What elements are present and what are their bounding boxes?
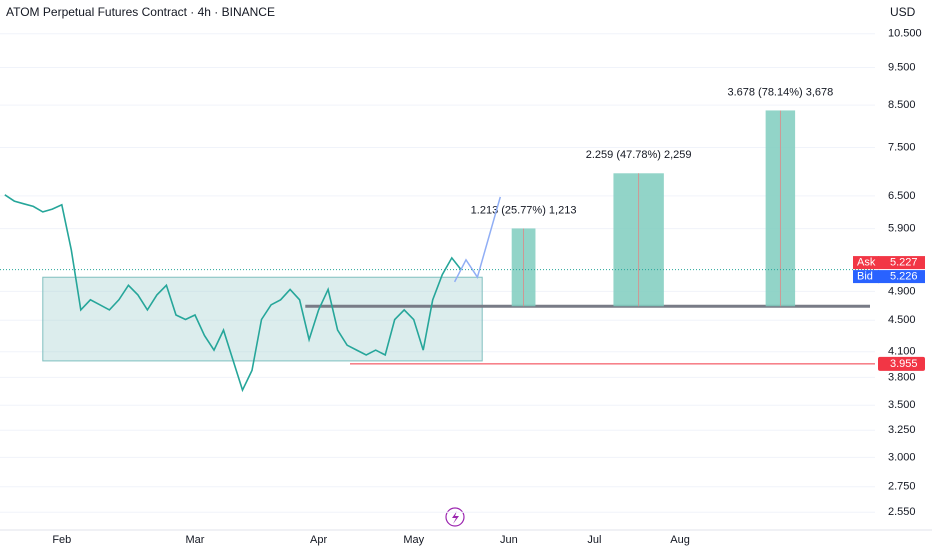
y-tick-label: 4.900 <box>888 285 916 297</box>
y-tick-label: 3.000 <box>888 451 916 463</box>
y-tick-label: 4.500 <box>888 314 916 326</box>
y-tick-label: 9.500 <box>888 61 916 73</box>
y-tick-label: 3.500 <box>888 399 916 411</box>
y-tick-label: 7.500 <box>888 141 916 153</box>
chart-title: ATOM Perpetual Futures Contract · 4h · B… <box>6 5 275 19</box>
projection-label: 2.259 (47.78%) 2,259 <box>586 149 692 161</box>
x-tick-label: May <box>403 534 424 546</box>
ask-value: 5.227 <box>890 256 918 268</box>
bid-tag: Bid <box>857 270 873 282</box>
event-bolt <box>452 511 459 524</box>
x-tick-label: Jul <box>587 534 601 546</box>
stop-label: 3.955 <box>890 358 918 370</box>
y-tick-label: 3.250 <box>888 424 916 436</box>
projection-label: 3.678 (78.14%) 3,678 <box>727 86 833 98</box>
projection-label: 1.213 (25.77%) 1,213 <box>471 204 577 216</box>
ask-tag: Ask <box>857 256 876 268</box>
x-tick-label: Jun <box>500 534 518 546</box>
y-tick-label: 10.500 <box>888 28 922 40</box>
bid-value: 5.226 <box>890 270 918 282</box>
x-tick-label: Feb <box>52 534 71 546</box>
x-tick-label: Mar <box>185 534 204 546</box>
y-tick-label: 2.550 <box>888 506 916 518</box>
price-line <box>4 194 462 393</box>
ask-value-box <box>878 256 925 270</box>
ask-tag-box <box>853 256 879 270</box>
forecast-path <box>453 196 502 283</box>
y-tick-label: 4.100 <box>888 346 916 358</box>
stop-label-box <box>878 356 925 371</box>
y-tick-label: 6.500 <box>888 190 916 202</box>
currency: USD <box>890 5 916 19</box>
y-tick-label: 2.750 <box>888 481 916 493</box>
bid-tag-box <box>853 270 879 284</box>
bid-value-box <box>878 270 925 284</box>
y-tick-label: 3.800 <box>888 371 916 383</box>
x-tick-label: Apr <box>310 534 327 546</box>
y-tick-label: 8.500 <box>888 99 916 111</box>
x-tick-label: Aug <box>670 534 690 546</box>
y-tick-label: 5.900 <box>888 223 916 235</box>
